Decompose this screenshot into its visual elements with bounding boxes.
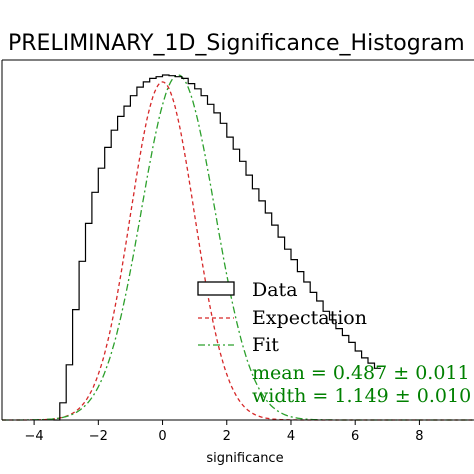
x-tick-label: 8	[415, 429, 423, 444]
x-tick-label: 0	[158, 429, 166, 444]
curve-fit	[2, 74, 474, 421]
x-tick-label: 6	[351, 429, 359, 444]
legend-data-swatch	[197, 281, 235, 296]
fit-mean-annotation: mean = 0.487 ± 0.011	[252, 362, 470, 384]
x-tick-label: 4	[287, 429, 295, 444]
x-axis-ticks: −4 −2 0 2 4 6 8	[25, 420, 424, 444]
x-tick-label: 2	[223, 429, 231, 444]
chart-title: PRELIMINARY_1D_Significance_Histogram	[8, 31, 465, 56]
data-histogram-step	[53, 74, 381, 421]
legend-expectation-label: Expectation	[252, 307, 367, 329]
fit-width-annotation: width = 1.149 ± 0.010	[252, 385, 471, 407]
legend: Data Expectation Fit	[197, 279, 367, 356]
x-tick-label: −4	[25, 429, 44, 444]
legend-fit-label: Fit	[252, 334, 279, 356]
legend-data-label: Data	[252, 279, 298, 301]
x-tick-label: −2	[89, 429, 108, 444]
plot-background	[2, 60, 474, 420]
plot-area	[1, 59, 474, 421]
x-axis-label: significance	[206, 451, 283, 466]
